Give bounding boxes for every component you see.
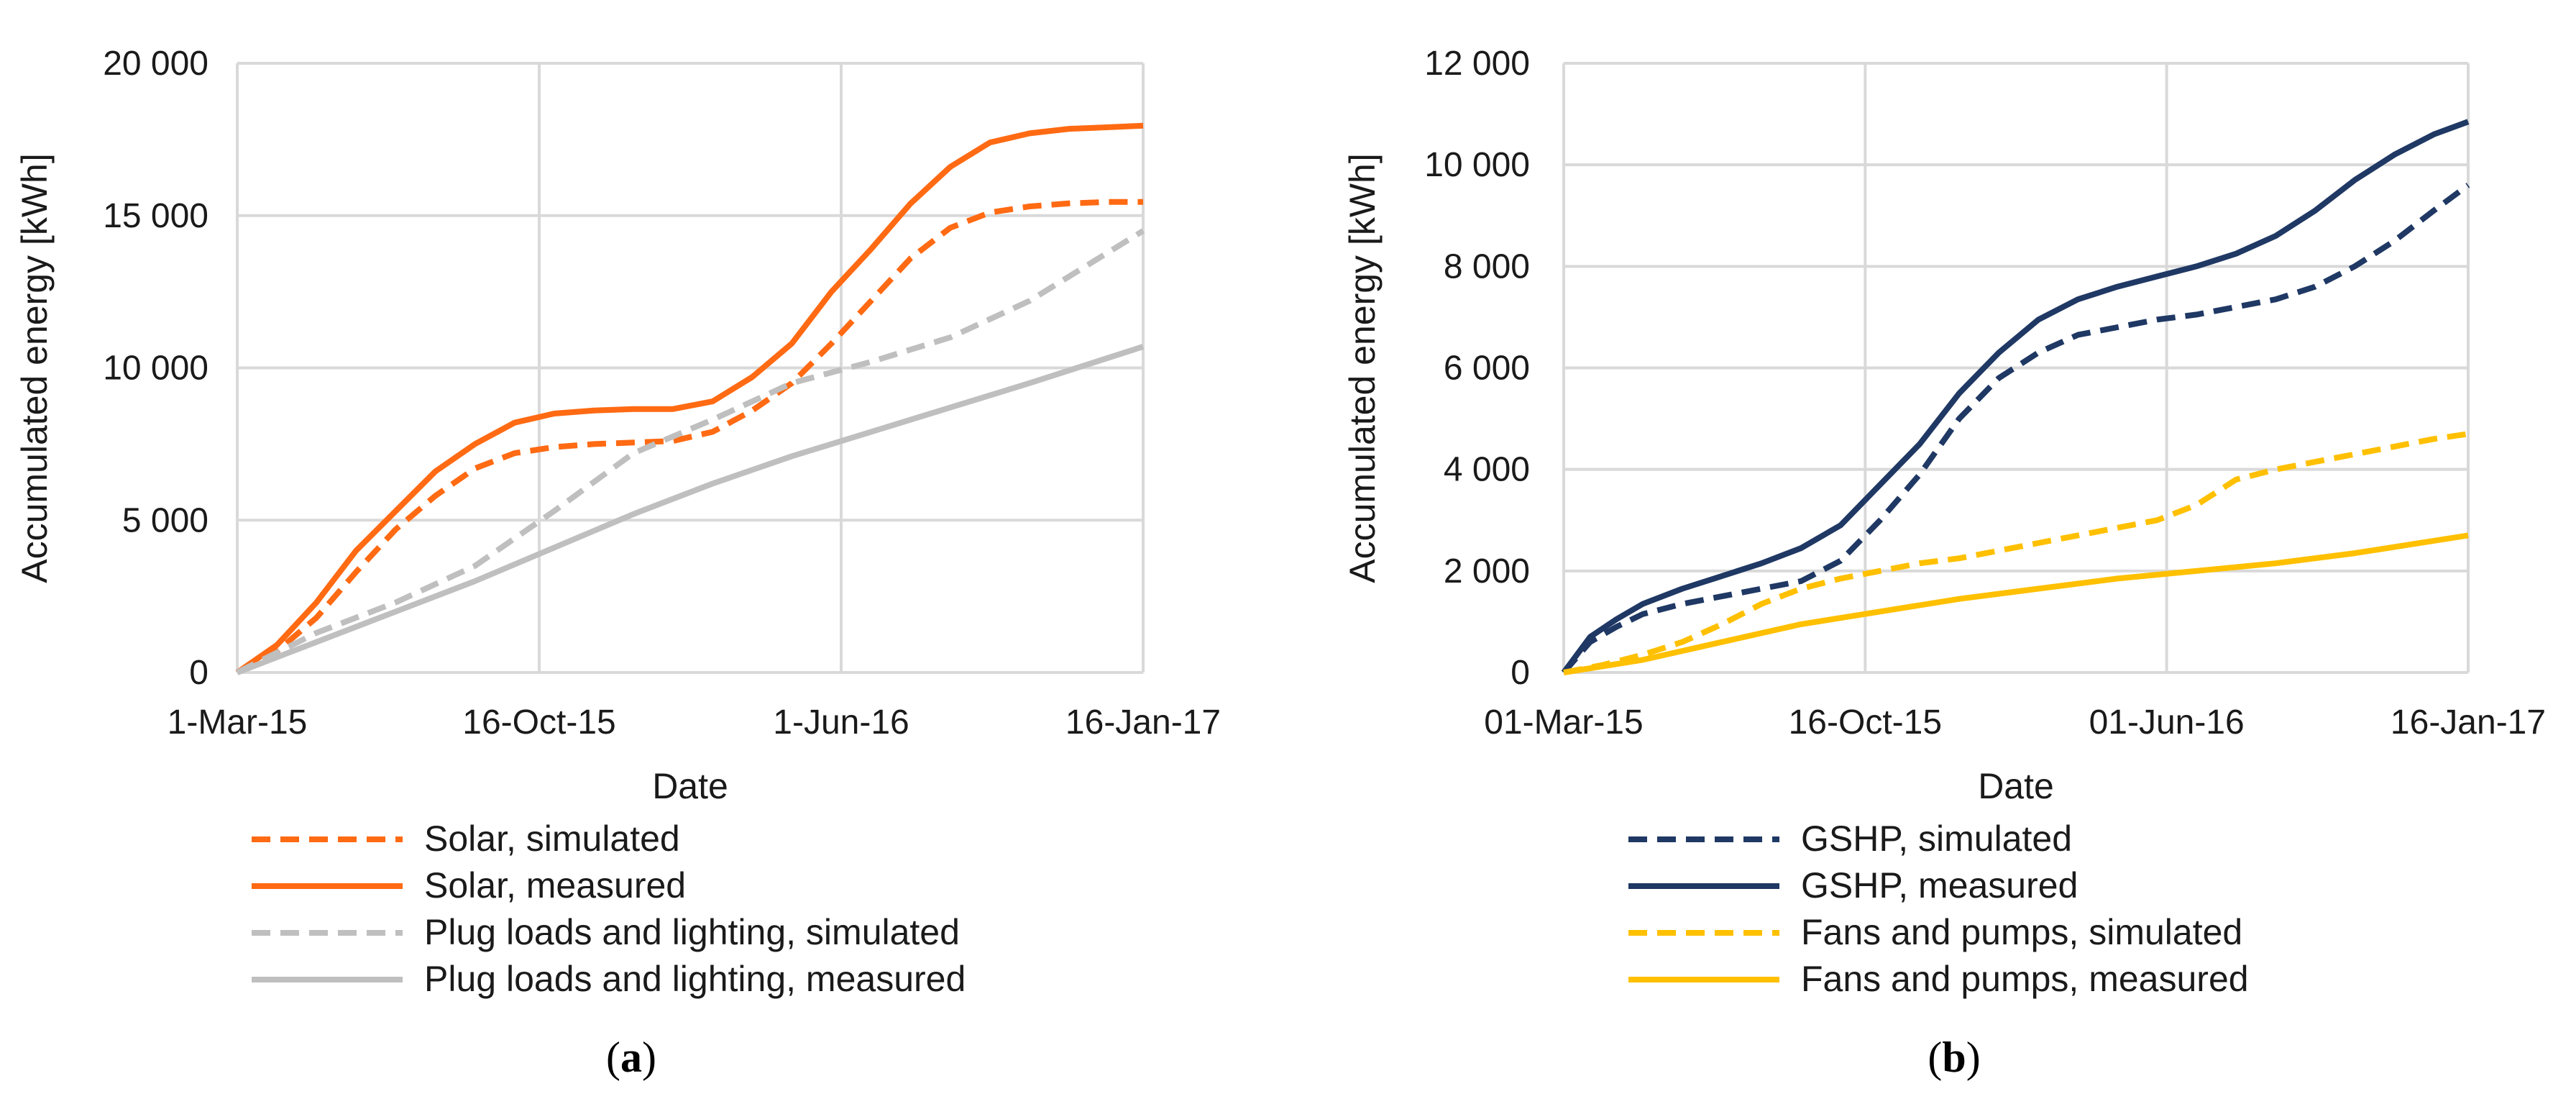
panel-label: (b): [1928, 1034, 1980, 1081]
y-tick-label: 12 000: [1424, 45, 1530, 83]
series-line-b-3: [1563, 532, 2469, 675]
series-line-b-0: [1561, 183, 2470, 675]
x-axis-title: Date: [652, 766, 728, 806]
legend-label: Solar, measured: [424, 865, 686, 906]
panel-letter: b: [1942, 1034, 1966, 1081]
panel-letter: a: [620, 1034, 642, 1081]
x-tick-label: 01-Jun-16: [2089, 703, 2245, 742]
series-line-a-0: [236, 199, 1143, 675]
y-tick-label: 2 000: [1444, 552, 1530, 590]
x-tick-label: 1-Mar-15: [168, 703, 308, 742]
x-tick-label: 16-Jan-17: [1065, 703, 1221, 742]
legend-label: Plug loads and lighting, measured: [424, 959, 966, 999]
x-tick-label: 16-Oct-15: [1789, 703, 1942, 742]
y-axis-title: Accumulated energy [kWh]: [1342, 153, 1383, 583]
y-tick-label: 0: [189, 654, 208, 692]
series-line-b-2: [1563, 431, 2469, 675]
x-axis-title: Date: [1978, 766, 2054, 806]
legend-label: GSHP, measured: [1801, 865, 2078, 906]
chart-panel-a: 0 5 000 10 000 15 000 20 000 1-Mar-15 16-Oct-1…: [14, 45, 1221, 1081]
y-tick-label: 5 000: [122, 501, 208, 539]
legend-label: Solar, simulated: [424, 818, 680, 859]
x-tick-label: 16-Oct-15: [462, 703, 615, 742]
y-tick-label: 4 000: [1444, 451, 1530, 489]
legend-label: Plug loads and lighting, simulated: [424, 912, 960, 952]
y-tick-label: 20 000: [103, 45, 208, 83]
y-tick-label: 15 000: [103, 197, 208, 235]
series-line-b-1: [1561, 119, 2470, 675]
series-line-a-2: [236, 228, 1145, 675]
x-tick-label: 01-Mar-15: [1484, 703, 1643, 742]
y-tick-label: 0: [1511, 654, 1530, 692]
series-line-a-3: [236, 344, 1145, 675]
legend-label: Fans and pumps, simulated: [1801, 912, 2242, 952]
series-line-a-1: [235, 122, 1144, 675]
chart-panel-b: 0 2 000 4 000 6 000 8 000 10 000 12 000 01-Mar-…: [1342, 45, 2546, 1081]
panel-label: (a): [606, 1034, 656, 1081]
legend-label: Fans and pumps, measured: [1801, 959, 2249, 999]
y-tick-label: 6 000: [1444, 350, 1530, 388]
y-tick-label: 10 000: [103, 350, 208, 388]
x-tick-label: 1-Jun-16: [773, 703, 909, 742]
y-tick-label: 10 000: [1424, 146, 1530, 184]
y-axis-title: Accumulated energy [kWh]: [14, 153, 55, 583]
x-tick-label: 16-Jan-17: [2391, 703, 2546, 742]
y-tick-label: 8 000: [1444, 247, 1530, 286]
legend-label: GSHP, simulated: [1801, 818, 2072, 859]
